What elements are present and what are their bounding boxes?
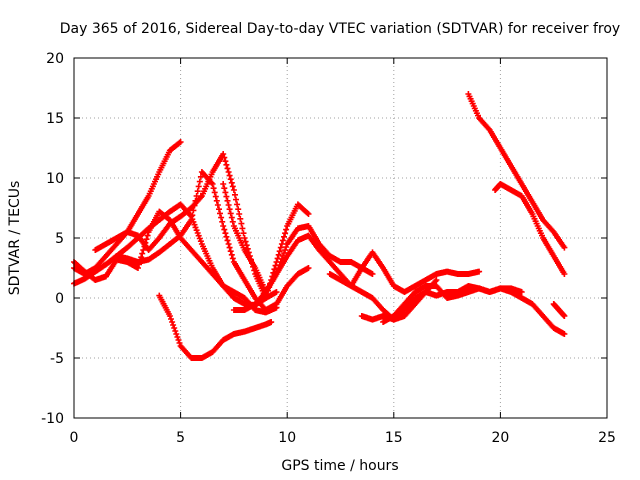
axis-ticks: 0 5 10 15 20 25 -10 -5 0 5 10 15 20 xyxy=(41,51,616,446)
y-axis-label: SDTVAR / TECUs xyxy=(7,181,23,296)
series-markers xyxy=(113,169,312,313)
series-markers xyxy=(492,181,568,277)
series-arc-15 xyxy=(550,301,568,319)
x-tick-label: 10 xyxy=(278,430,296,446)
series-arc-10 xyxy=(326,249,483,295)
x-tick-label: 25 xyxy=(598,430,616,446)
series-arc-5 xyxy=(113,169,312,313)
y-tick-label: 5 xyxy=(55,231,64,247)
series-arc-9 xyxy=(252,201,312,307)
x-tick-label: 20 xyxy=(491,430,509,446)
x-axis-label: GPS time / hours xyxy=(281,458,398,474)
series-arc-6 xyxy=(156,292,275,361)
y-tick-label: 15 xyxy=(46,111,64,127)
series-arc-13 xyxy=(465,91,568,251)
x-tick-label: 15 xyxy=(385,430,403,446)
x-tick-label: 0 xyxy=(70,430,79,446)
series-arc-12 xyxy=(380,283,525,325)
series-markers xyxy=(326,249,483,295)
y-tick-label: -10 xyxy=(41,411,64,427)
series-arc-14 xyxy=(492,181,568,277)
y-tick-label: 10 xyxy=(46,171,64,187)
series-markers xyxy=(156,292,275,361)
series-markers xyxy=(380,283,525,325)
x-tick-label: 5 xyxy=(176,430,185,446)
series-markers xyxy=(252,201,312,307)
y-tick-label: -5 xyxy=(50,351,64,367)
y-tick-label: 0 xyxy=(55,291,64,307)
series-markers xyxy=(550,301,568,319)
grid-lines xyxy=(74,58,607,418)
chart-title: Day 365 of 2016, Sidereal Day-to-day VTE… xyxy=(60,21,620,37)
series-markers xyxy=(465,91,568,251)
y-tick-label: 20 xyxy=(46,51,64,67)
